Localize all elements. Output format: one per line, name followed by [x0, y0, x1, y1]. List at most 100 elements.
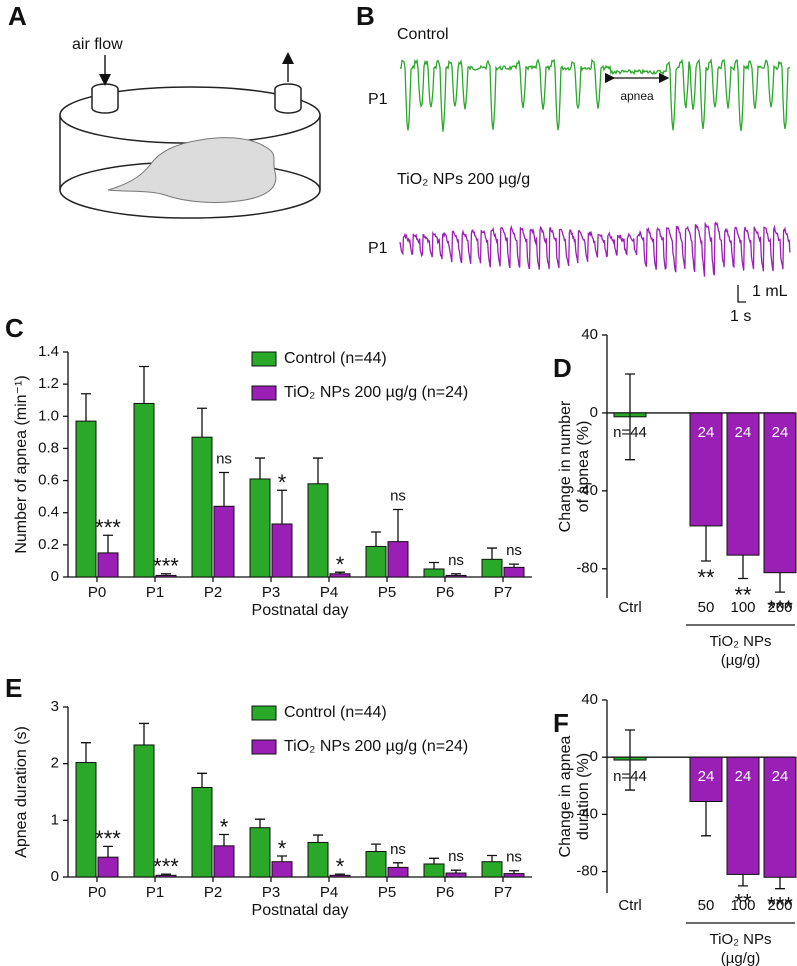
legend-swatch: [251, 351, 277, 367]
bar: [481, 558, 503, 578]
error-bar: [139, 722, 149, 745]
legend-swatch: [251, 385, 277, 401]
significance: ***: [153, 854, 179, 879]
significance: ***: [95, 515, 121, 540]
bar: [503, 566, 525, 578]
error-bar: [139, 365, 149, 404]
error-bar: [219, 833, 229, 846]
bar: [423, 568, 445, 578]
error-bar: [161, 573, 171, 576]
y-tick-label: 1: [51, 811, 59, 828]
chart: E 0 1 2 3 Apnea duration (s) P0 *** P1 *** P2 * P3 * P…: [5, 673, 532, 919]
y-tick-label: 40: [581, 326, 598, 343]
y-axis-label: of apnea (%): [575, 421, 592, 513]
bar: [365, 851, 387, 878]
panel-label: B: [356, 1, 375, 31]
x-tick-label: 100: [730, 599, 755, 616]
significance: ns: [390, 841, 406, 858]
y-tick-label: -80: [576, 863, 598, 880]
bar-label: 24: [698, 768, 715, 785]
bar: [97, 856, 119, 878]
legend-swatch: [251, 705, 277, 721]
error-bar: [313, 457, 323, 484]
bar: [97, 552, 119, 578]
group-label: TiO₂ NPs: [710, 931, 772, 948]
x-tick-label: P4: [320, 884, 338, 901]
error-bar: [625, 729, 635, 791]
bar: [726, 756, 760, 875]
legend-label: Control (n=44): [284, 704, 387, 721]
legend-label: TiO₂ NPs 200 µg/g (n=24): [284, 384, 468, 401]
bar: [689, 412, 723, 527]
error-bar: [335, 873, 345, 876]
bar: [271, 861, 293, 878]
bar: [387, 866, 409, 878]
x-tick-label: 200: [767, 599, 792, 616]
group-label: TiO₂ NPs: [710, 633, 772, 650]
legend-label: Control (n=44): [284, 350, 387, 367]
x-tick-label: Ctrl: [618, 897, 641, 914]
error-bar: [371, 531, 381, 547]
x-tick-label: P6: [436, 584, 454, 601]
bar: [726, 412, 760, 556]
trace-day: P1: [368, 91, 388, 108]
x-tick-label: Ctrl: [618, 599, 641, 616]
trace-label: Control: [397, 26, 449, 43]
panel-label: F: [553, 708, 569, 738]
error-bar: [277, 855, 287, 862]
bar: [133, 744, 155, 878]
bar: [75, 762, 97, 878]
error-bar: [509, 870, 519, 874]
x-tick-label: P0: [88, 884, 106, 901]
trace-day: P1: [368, 240, 388, 257]
error-bar: [738, 874, 748, 887]
error-bar: [103, 534, 113, 553]
x-tick-label: P3: [262, 584, 280, 601]
error-bar: [429, 561, 439, 569]
airflow-label: air flow: [72, 36, 123, 53]
y-axis-label: Change in apnea: [557, 735, 574, 857]
x-tick-label: P5: [378, 884, 396, 901]
significance: *: [336, 552, 345, 577]
legend-swatch: [251, 739, 277, 755]
bar: [689, 756, 723, 803]
error-bar: [451, 869, 461, 874]
bar-label: 24: [772, 424, 789, 441]
error-bar: [219, 471, 229, 507]
x-tick-label: P4: [320, 584, 338, 601]
panel-label: D: [553, 353, 572, 383]
y-tick-label: -40: [576, 805, 598, 822]
x-axis-label: Postnatal day: [252, 902, 349, 919]
error-bar: [429, 857, 439, 864]
panel-label: A: [8, 1, 27, 31]
bar: [503, 873, 525, 878]
chart: D 40 0 -40 -80 Change in number of apnea (%) Ct…: [553, 326, 797, 669]
bar: [271, 523, 293, 578]
x-tick-label: 50: [698, 599, 715, 616]
group-label: (µg/g): [721, 652, 761, 669]
error-bar: [701, 525, 711, 562]
x-tick-label: P2: [204, 584, 222, 601]
y-tick-label: 2: [51, 755, 59, 772]
apnea-label: apnea: [620, 89, 654, 103]
bar: [387, 541, 409, 578]
x-tick-label: P1: [146, 884, 164, 901]
significance: *: [278, 836, 287, 861]
bar: [213, 845, 235, 878]
bar-label: 24: [735, 424, 752, 441]
y-tick-label: 0.8: [38, 439, 59, 456]
y-tick-label: 0.4: [38, 504, 59, 521]
panel-label: E: [5, 673, 22, 703]
x-tick-label: P7: [494, 884, 512, 901]
bar: [763, 412, 797, 574]
scale-label: 1 s: [730, 308, 751, 325]
significance: **: [734, 582, 752, 607]
error-bar: [738, 555, 748, 580]
bar: [133, 402, 155, 578]
y-axis-label: Change in number: [557, 400, 574, 532]
legend-label: TiO₂ NPs 200 µg/g (n=24): [284, 738, 468, 755]
significance: ns: [506, 849, 522, 866]
error-bar: [487, 547, 497, 560]
x-tick-label: P5: [378, 584, 396, 601]
